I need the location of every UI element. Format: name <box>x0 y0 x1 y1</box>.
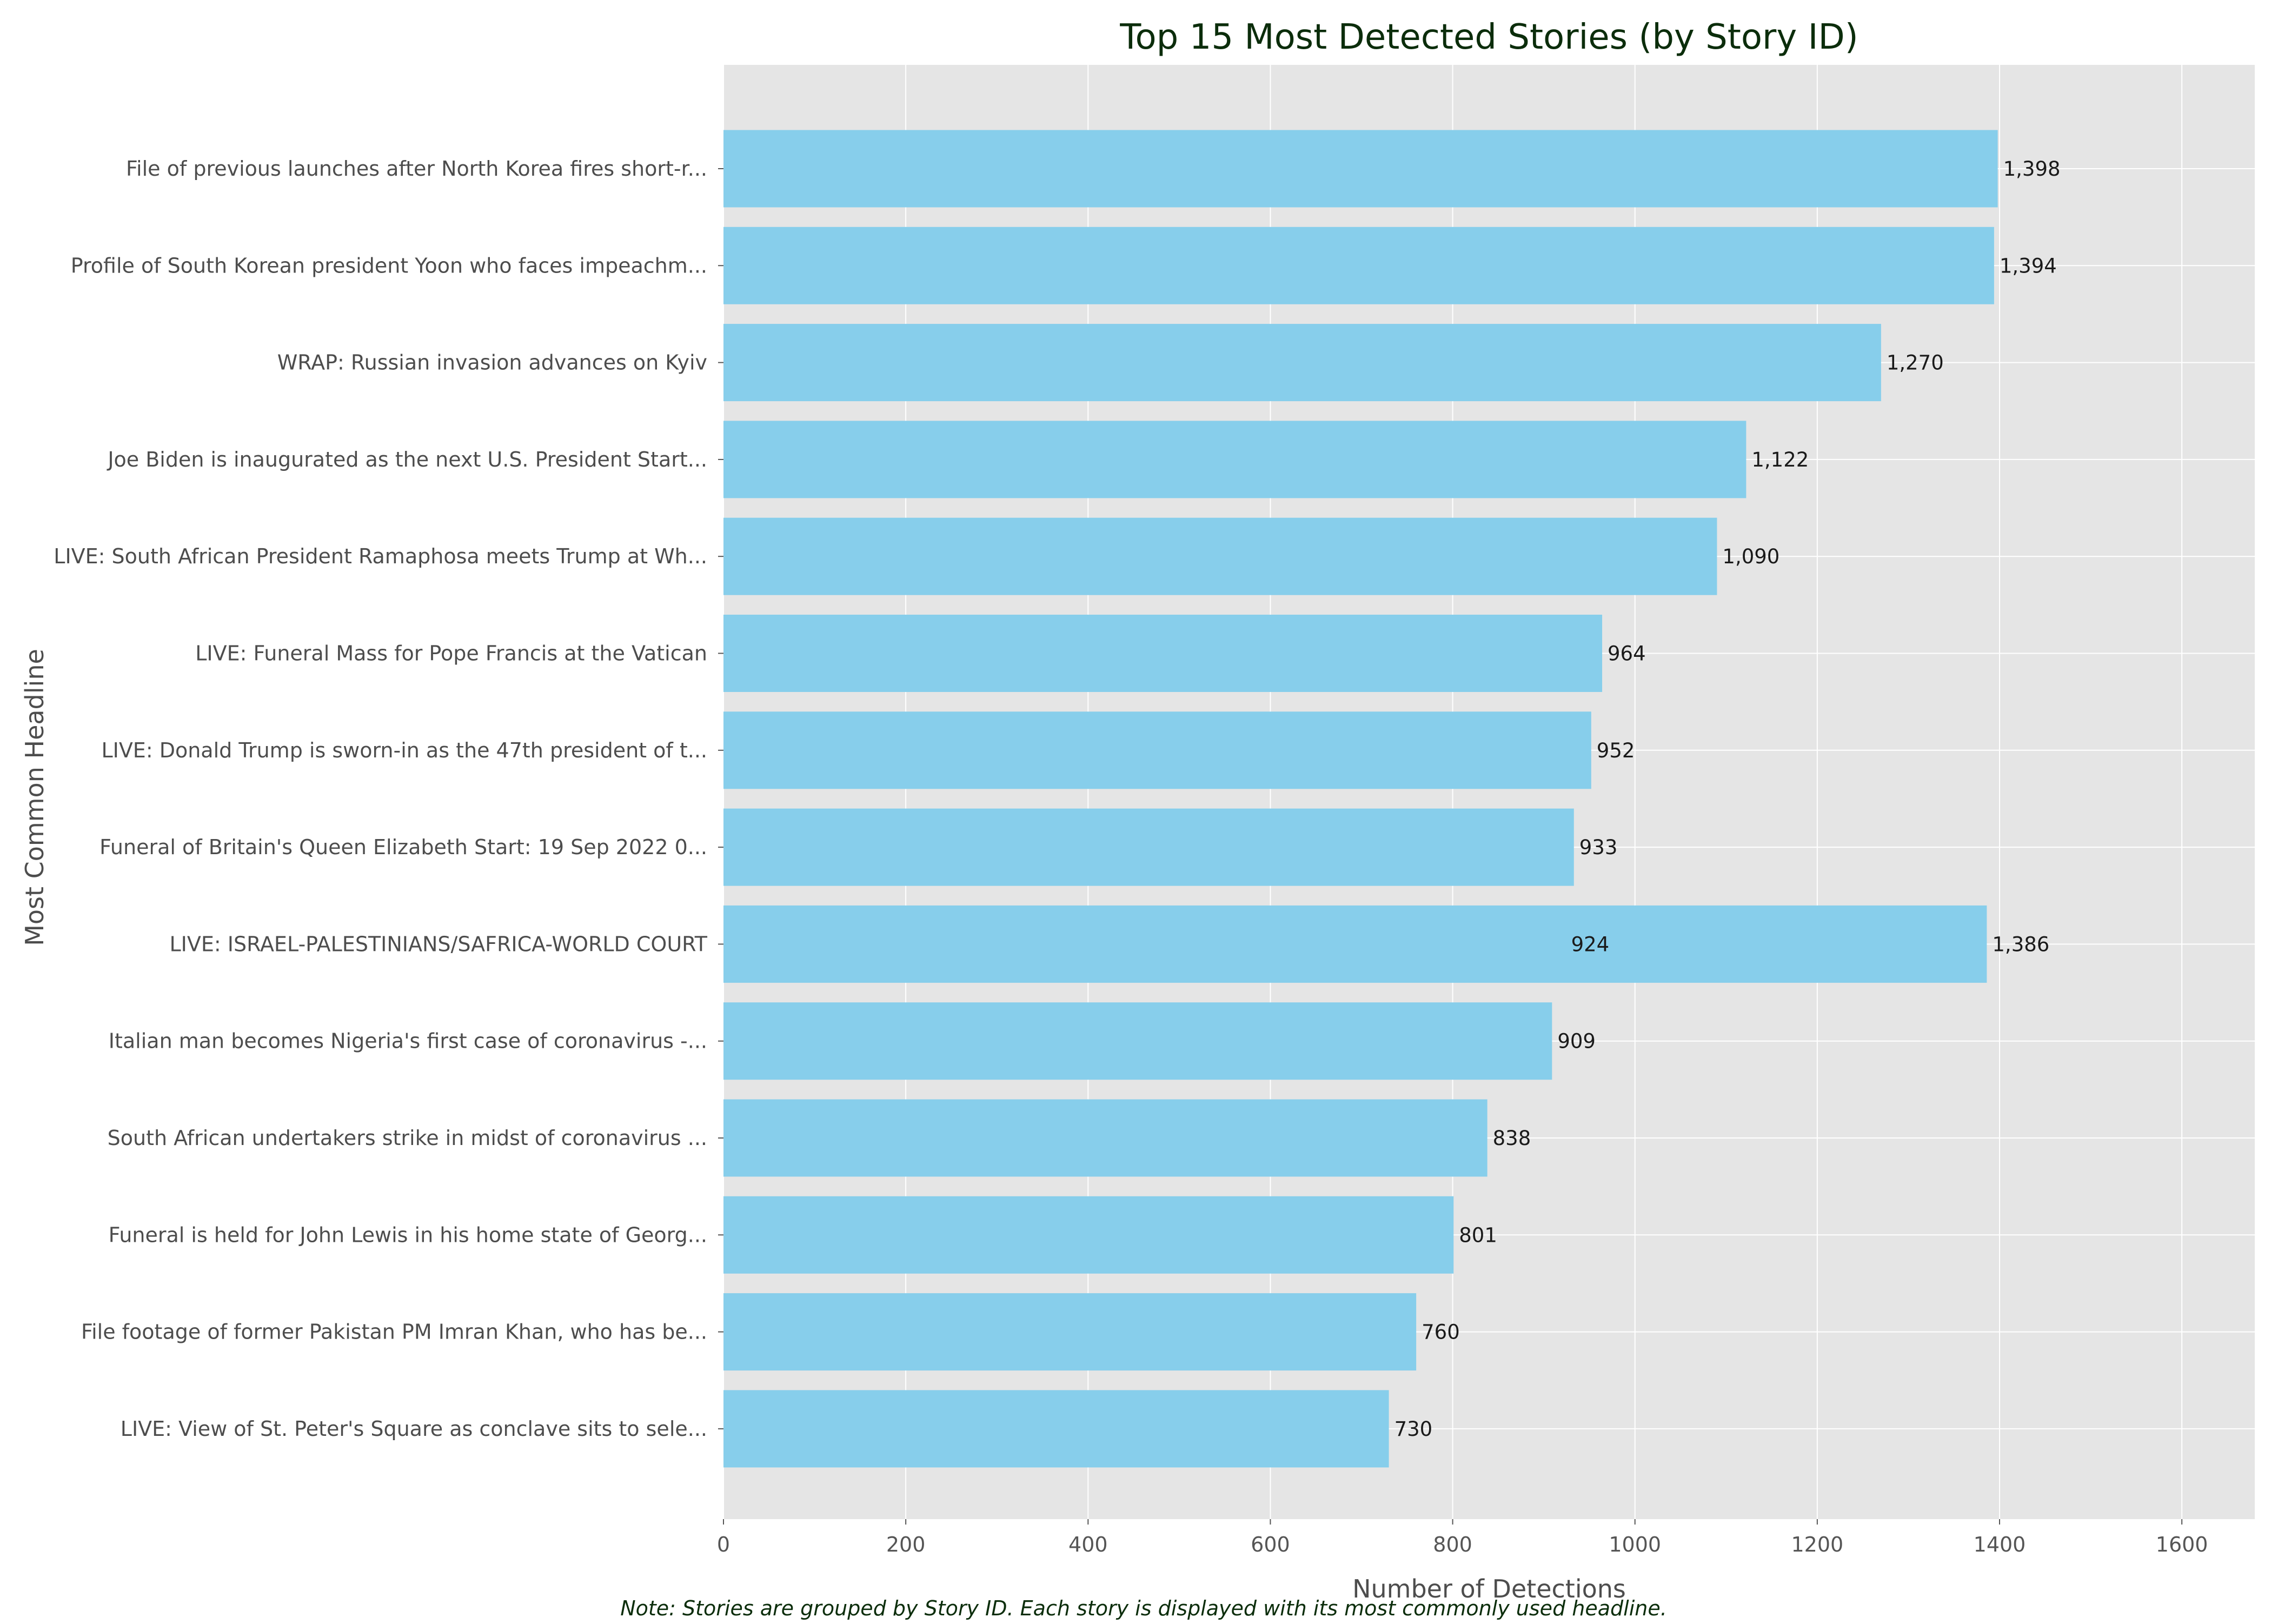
category-label: File of previous launches after North Ko… <box>126 157 707 181</box>
x-tick-label: 1400 <box>1974 1533 2026 1556</box>
x-tick-label: 1600 <box>2156 1533 2208 1556</box>
category-label: LIVE: South African President Ramaphosa … <box>54 544 707 568</box>
bar-value-label: 1,122 <box>1751 448 1809 471</box>
data-labels: 1,398 1,394 1,270 1,122 1,090 964 952 933 1,386 9… <box>1395 157 2061 1441</box>
x-tick-label: 400 <box>1068 1533 1108 1556</box>
category-label: Profile of South Korean president Yoon w… <box>71 254 707 277</box>
x-axis-label: Number of Detections <box>1352 1574 1626 1603</box>
bar <box>723 808 1574 886</box>
category-label: WRAP: Russian invasion advances on Kyiv <box>277 351 707 375</box>
bar <box>723 1293 1417 1371</box>
bar-value-label: 933 <box>1579 836 1618 859</box>
bar-value-label: 964 <box>1608 642 1646 665</box>
bar-value-label: 1,386 <box>1992 933 2049 956</box>
category-label: File footage of former Pakistan PM Imran… <box>81 1320 707 1344</box>
category-label: LIVE: View of St. Peter's Square as conc… <box>121 1417 707 1441</box>
bar-value-label: 1,270 <box>1887 351 1944 375</box>
category-label: Funeral is held for John Lewis in his ho… <box>109 1223 707 1247</box>
bar <box>723 130 1998 208</box>
bar-value-label: 1,398 <box>2003 157 2061 181</box>
bar <box>723 517 1717 595</box>
category-label: LIVE: Funeral Mass for Pope Francis at t… <box>195 642 707 665</box>
category-label: Italian man becomes Nigeria's first case… <box>109 1029 707 1053</box>
x-tick-label: 600 <box>1251 1533 1290 1556</box>
bar-value-label: 1,090 <box>1722 545 1779 568</box>
x-axis-ticks: 0 200 400 600 800 1000 1200 1400 1600 <box>717 1519 2208 1556</box>
bar <box>723 421 1747 498</box>
bar-value-label: 838 <box>1493 1127 1531 1150</box>
category-label: Joe Biden is inaugurated as the next U.S… <box>107 448 707 471</box>
overlapping-bar-value-label: 924 <box>1571 933 1610 956</box>
bar-value-label: 730 <box>1395 1417 1433 1441</box>
y-axis-label: Most Common Headline <box>20 649 49 946</box>
bar <box>723 1099 1488 1177</box>
bar-value-label: 760 <box>1422 1321 1460 1344</box>
bar <box>723 227 1994 304</box>
x-tick-label: 200 <box>886 1533 926 1556</box>
bars <box>723 130 1998 1468</box>
x-tick-label: 0 <box>717 1533 730 1556</box>
chart-title: Top 15 Most Detected Stories (by Story I… <box>1119 17 1858 57</box>
bar <box>723 324 1881 402</box>
bar-value-label: 952 <box>1597 739 1635 762</box>
category-label: South African undertakers strike in mids… <box>108 1126 707 1150</box>
footnote: Note: Stories are grouped by Story ID. E… <box>620 1596 1667 1620</box>
bar-value-label: 1,394 <box>2000 254 2057 277</box>
category-label: LIVE: ISRAEL-PALESTINIANS/SAFRICA-WORLD … <box>169 932 707 956</box>
x-tick-label: 1200 <box>1791 1533 1843 1556</box>
x-tick-label: 800 <box>1433 1533 1472 1556</box>
bar-value-label: 801 <box>1459 1223 1497 1247</box>
bar <box>723 1002 1552 1080</box>
category-label: Funeral of Britain's Queen Elizabeth Sta… <box>99 835 707 859</box>
category-label: LIVE: Donald Trump is sworn-in as the 47… <box>101 738 707 762</box>
bar <box>723 615 1603 692</box>
y-axis-category-labels: File of previous launches after North Ko… <box>54 157 723 1441</box>
bar <box>723 1196 1454 1274</box>
x-tick-label: 1000 <box>1609 1533 1661 1556</box>
bar <box>723 1390 1389 1468</box>
bar-value-label: 909 <box>1557 1030 1596 1053</box>
bar <box>723 905 1987 983</box>
bar <box>723 711 1591 789</box>
